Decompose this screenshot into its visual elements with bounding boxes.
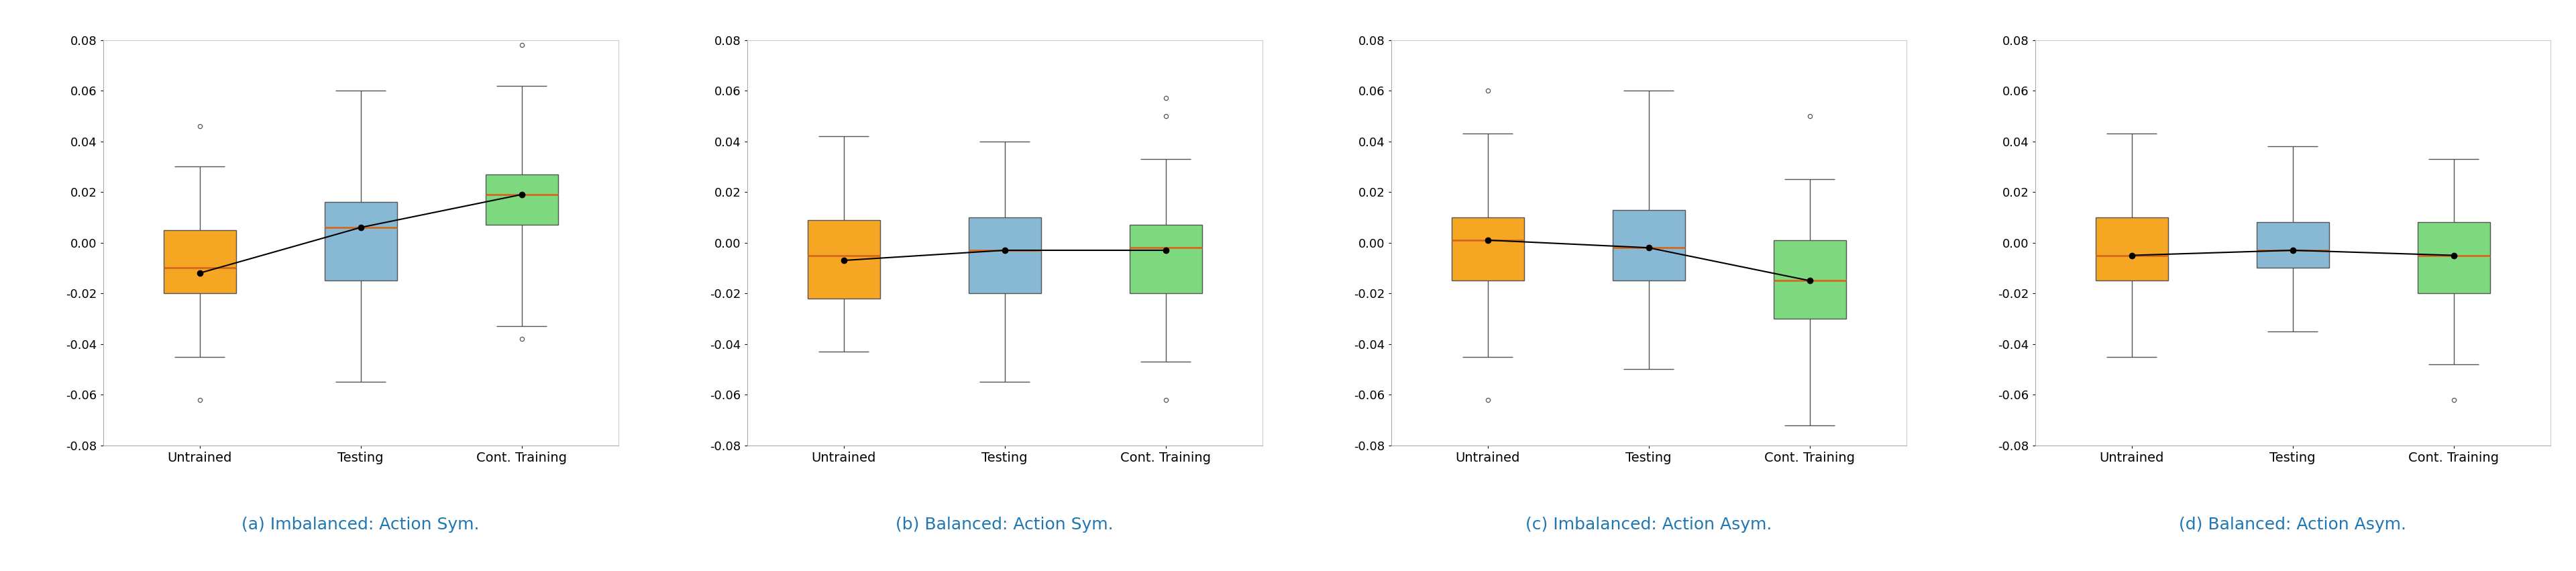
Text: (a) Imbalanced: Action Sym.: (a) Imbalanced: Action Sym.	[242, 516, 479, 532]
Bar	[969, 218, 1041, 293]
Bar	[162, 230, 237, 293]
Text: (c) Imbalanced: Action Asym.: (c) Imbalanced: Action Asym.	[1525, 516, 1772, 532]
Bar	[1128, 225, 1203, 293]
Bar	[484, 174, 559, 225]
Bar	[2094, 218, 2169, 281]
Bar	[1613, 210, 1685, 281]
Bar	[325, 202, 397, 281]
Bar	[1450, 218, 1525, 281]
Text: (b) Balanced: Action Sym.: (b) Balanced: Action Sym.	[896, 516, 1113, 532]
Bar	[2416, 223, 2491, 293]
Bar	[1772, 240, 1847, 319]
Bar	[2257, 223, 2329, 268]
Text: (d) Balanced: Action Asym.: (d) Balanced: Action Asym.	[2179, 516, 2406, 532]
Bar	[806, 220, 881, 299]
